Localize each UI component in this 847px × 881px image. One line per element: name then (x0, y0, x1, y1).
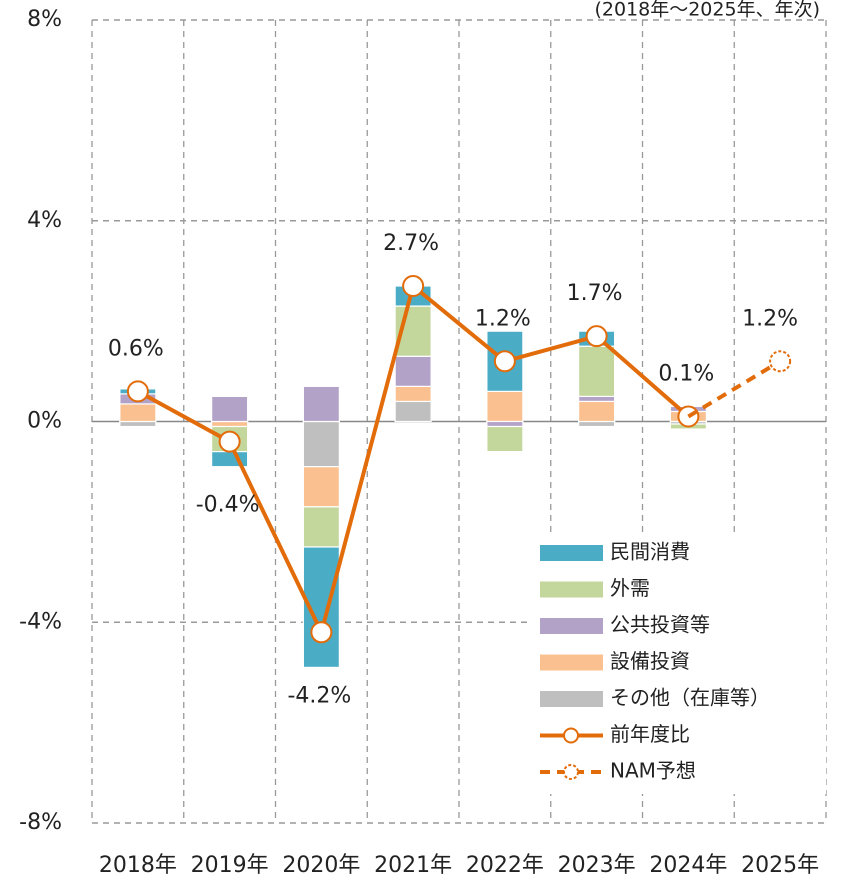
y-tick-label: 4% (27, 208, 62, 233)
bar-segment (211, 395, 249, 423)
bar-segment (578, 345, 616, 398)
x-tick-label: 2018年 (99, 853, 177, 878)
legend-label: 公共投資等 (610, 613, 710, 637)
marker (218, 430, 241, 453)
y-tick-label: 0% (27, 409, 62, 434)
data-label: 1.7% (567, 281, 623, 306)
y-tick-label: -4% (19, 609, 62, 634)
data-label: 2.7% (383, 231, 439, 256)
x-tick-label: 2025年 (741, 853, 819, 878)
bar-segment (211, 420, 249, 428)
bar-segment (119, 403, 157, 423)
bar-segment (302, 506, 340, 548)
legend-swatch (540, 581, 603, 598)
x-tick-label: 2024年 (649, 853, 727, 878)
marker (310, 621, 333, 644)
legend-label: 設備投資 (610, 649, 690, 673)
bar-segment (394, 400, 432, 423)
data-label: 1.2% (475, 306, 531, 331)
bar-segment (486, 390, 524, 423)
y-tick-label: 8% (27, 7, 62, 32)
legend-label: 前年度比 (610, 722, 690, 746)
bar-segment (578, 395, 616, 403)
x-tick-label: 2021年 (374, 853, 452, 878)
bar-segment (394, 385, 432, 403)
y-tick-label: -8% (19, 810, 62, 835)
data-label: -0.4% (196, 493, 260, 518)
bar-segment (394, 355, 432, 387)
legend-marker (563, 764, 579, 780)
data-label: -4.2% (287, 683, 351, 708)
legend-swatch (540, 618, 603, 634)
legend-label: 外需 (610, 576, 650, 600)
legend-marker (563, 727, 579, 744)
chart-subtitle: (2018年～2025年、年次) (594, 0, 820, 21)
bar-segment (578, 420, 616, 428)
marker (493, 350, 516, 373)
data-label: 0.6% (108, 336, 164, 361)
legend-label: NAM予想 (610, 759, 696, 783)
bar-segment (578, 400, 616, 423)
bar-segment (302, 385, 340, 423)
bar-segment (486, 425, 524, 453)
legend-swatch (540, 691, 603, 707)
marker (769, 350, 792, 373)
marker (126, 380, 149, 403)
data-label: 0.1% (658, 361, 714, 386)
legend-label: その他（在庫等） (610, 686, 770, 710)
legend-swatch (540, 545, 603, 561)
x-tick-label: 2019年 (191, 853, 269, 878)
line (687, 359, 782, 419)
bar-segment (302, 466, 340, 508)
x-tick-label: 2022年 (466, 853, 544, 878)
x-tick-label: 2020年 (282, 853, 360, 878)
data-label: 1.2% (742, 306, 798, 331)
legend-swatch (540, 654, 603, 671)
marker (402, 274, 425, 297)
bar-segment (486, 420, 524, 428)
legend-label: 民間消費 (610, 540, 690, 564)
bar-segment (302, 420, 340, 468)
bar-segment (119, 420, 157, 428)
marker (585, 325, 608, 348)
x-tick-label: 2023年 (558, 853, 636, 878)
